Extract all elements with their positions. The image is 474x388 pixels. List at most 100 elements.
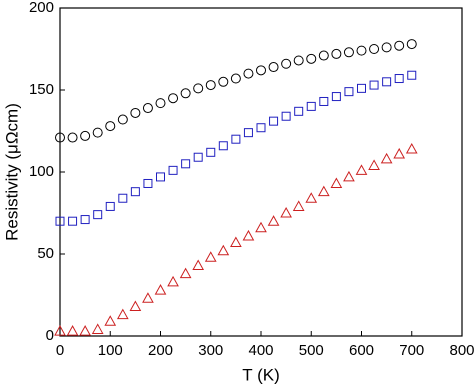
point <box>317 185 330 197</box>
point <box>306 101 316 111</box>
point <box>116 308 129 320</box>
x-tick-label: 400 <box>248 342 273 359</box>
point <box>154 284 167 295</box>
point <box>331 92 341 102</box>
point <box>406 39 417 50</box>
point <box>293 55 304 66</box>
point <box>206 147 216 157</box>
point <box>168 165 178 175</box>
point <box>357 83 366 93</box>
point <box>356 45 367 56</box>
point <box>143 178 153 188</box>
point <box>181 159 191 169</box>
point <box>193 152 203 162</box>
point <box>167 275 179 287</box>
point <box>407 70 417 80</box>
point <box>80 130 91 141</box>
x-axis-label: T (K) <box>242 365 279 384</box>
point <box>179 267 192 279</box>
point <box>394 40 405 51</box>
point <box>382 77 392 87</box>
point <box>355 164 368 175</box>
point <box>405 143 418 154</box>
point <box>92 127 103 138</box>
point <box>168 93 179 104</box>
plot-frame <box>59 7 463 337</box>
point <box>231 134 241 144</box>
point <box>243 68 254 79</box>
x-tick-label: 600 <box>349 342 374 359</box>
y-tick-label: 200 <box>29 0 54 16</box>
point <box>54 325 66 336</box>
point <box>318 50 329 61</box>
point <box>281 111 291 121</box>
point <box>319 96 329 106</box>
point <box>105 121 116 132</box>
point <box>256 65 266 76</box>
point <box>142 103 153 114</box>
point <box>130 107 141 118</box>
point <box>129 300 142 311</box>
point <box>230 236 242 248</box>
point <box>217 244 230 256</box>
point <box>105 201 115 211</box>
x-tick-label: 500 <box>299 342 324 359</box>
point <box>93 210 103 220</box>
point <box>269 116 279 126</box>
x-tick-label: 300 <box>198 342 223 359</box>
y-tick-label: 50 <box>37 245 54 262</box>
point <box>280 206 292 218</box>
point <box>130 187 140 197</box>
point <box>281 58 292 69</box>
point <box>156 172 165 182</box>
point <box>142 292 154 303</box>
y-axis-label: Resistivity (μΩcm) <box>2 103 21 241</box>
point <box>267 215 280 226</box>
point <box>118 193 128 203</box>
point <box>394 74 404 84</box>
x-tick-label: 800 <box>449 342 474 359</box>
point <box>393 147 406 159</box>
point <box>68 216 78 226</box>
y-tick-label: 0 <box>46 327 54 344</box>
point <box>180 88 191 99</box>
point <box>331 48 342 59</box>
point <box>104 315 117 326</box>
point <box>305 192 318 203</box>
point <box>193 83 204 94</box>
point <box>242 229 255 241</box>
point <box>369 44 380 54</box>
y-tick-label: 150 <box>29 81 54 98</box>
point <box>79 325 91 336</box>
point <box>243 128 253 138</box>
point <box>192 259 205 270</box>
point <box>330 177 343 188</box>
point <box>369 80 379 90</box>
point <box>80 215 90 225</box>
point <box>344 87 354 97</box>
point <box>67 132 78 143</box>
point <box>294 106 304 116</box>
point <box>381 42 392 53</box>
point <box>218 76 229 87</box>
point <box>368 159 380 170</box>
point <box>204 251 217 262</box>
point <box>343 47 354 58</box>
point <box>218 141 228 151</box>
point <box>256 123 266 133</box>
x-tick-label: 100 <box>98 342 123 359</box>
point <box>205 80 216 91</box>
point <box>343 170 355 182</box>
point <box>66 325 79 336</box>
point <box>230 73 241 84</box>
x-tick-label: 700 <box>399 342 424 359</box>
point <box>155 98 166 109</box>
point <box>292 200 305 211</box>
point <box>268 62 279 73</box>
point <box>117 114 128 125</box>
x-tick-label: 0 <box>56 342 64 359</box>
point <box>306 53 317 64</box>
point <box>255 221 267 233</box>
y-tick-label: 100 <box>29 163 54 180</box>
